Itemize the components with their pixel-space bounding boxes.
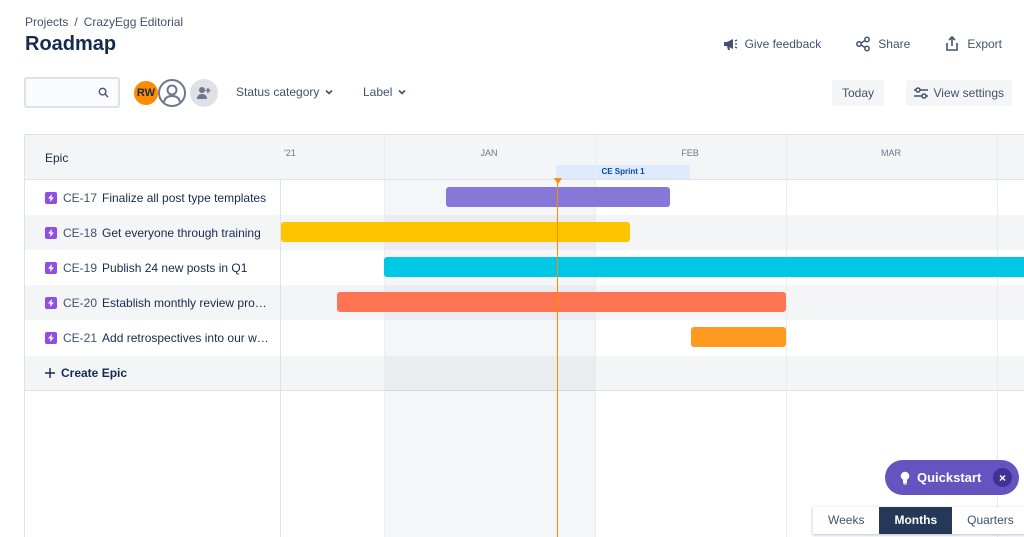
create-epic-label: Create Epic [61, 366, 128, 380]
breadcrumb-projects[interactable]: Projects [25, 15, 69, 29]
quickstart-label: Quickstart [917, 470, 982, 485]
month-divider [595, 135, 596, 537]
epic-key: CE-18 [63, 225, 98, 240]
epic-bar[interactable] [337, 292, 786, 312]
give-feedback-label: Give feedback [744, 37, 822, 51]
epic-lightning-icon [45, 331, 57, 344]
export-icon [946, 36, 959, 51]
add-people-button[interactable] [190, 79, 218, 107]
epic-bar[interactable] [446, 187, 670, 207]
today-marker-icon [554, 178, 562, 184]
epic-bar[interactable] [384, 257, 1024, 277]
sliders-icon [913, 87, 928, 99]
month-divider [997, 135, 998, 537]
today-button[interactable]: Today [831, 80, 884, 106]
epic-key: CE-17 [63, 190, 98, 205]
view-settings-button[interactable]: View settings [905, 80, 1012, 106]
epic-row[interactable]: CE-18 Get everyone through training [25, 215, 281, 250]
toolbar: RW Status category Label Today View sett… [24, 77, 1012, 108]
breadcrumb-project[interactable]: CrazyEgg Editorial [83, 15, 184, 29]
create-epic-row: Create Epic [25, 356, 1024, 391]
epic-row[interactable]: CE-20 Establish monthly review process [25, 285, 281, 320]
zoom-months-button[interactable]: Months [879, 507, 953, 534]
month-label: FEB [681, 148, 699, 158]
add-person-icon [197, 87, 211, 99]
lightbulb-icon [900, 471, 910, 485]
user-icon [163, 84, 181, 103]
epic-lightning-icon [45, 296, 57, 309]
search-icon [98, 87, 109, 98]
epic-sidebar: Epic CE-17 Finalize all post type templa… [25, 135, 281, 537]
page-title: Roadmap [25, 33, 117, 55]
header-actions: Give feedback Share Export [722, 36, 1002, 52]
epic-key: CE-20 [63, 295, 98, 310]
month-label: MAR [881, 148, 901, 158]
epic-bar[interactable] [281, 222, 630, 242]
epic-name: Get everyone through training [102, 225, 261, 240]
breadcrumb: Projects / CrazyEgg Editorial [25, 15, 183, 29]
epic-header-label: Epic [45, 151, 69, 165]
epic-name: Establish monthly review process [102, 295, 273, 310]
quickstart-button[interactable]: Quickstart × [885, 460, 1019, 495]
status-category-label: Status category [236, 85, 320, 99]
timeline: '21 JAN FEB MAR CE Sprint 1 [281, 135, 1024, 537]
megaphone-icon [723, 39, 737, 50]
export-button[interactable]: Export [944, 36, 1002, 52]
avatar-rw[interactable]: RW [132, 79, 160, 107]
epic-key: CE-19 [63, 260, 98, 275]
timeline-header: '21 JAN FEB MAR CE Sprint 1 [281, 135, 1024, 180]
share-label: Share [878, 37, 911, 51]
epic-row[interactable]: CE-17 Finalize all post type templates [25, 180, 281, 215]
month-label: JAN [480, 148, 498, 158]
sprint-marker[interactable]: CE Sprint 1 [556, 165, 690, 179]
label-filter-label: Label [363, 85, 393, 99]
search-box[interactable] [24, 77, 120, 108]
create-epic-button[interactable]: Create Epic [45, 366, 127, 380]
give-feedback-button[interactable]: Give feedback [722, 36, 822, 52]
epic-name: Finalize all post type templates [102, 190, 267, 205]
share-button[interactable]: Share [855, 36, 910, 52]
export-label: Export [967, 37, 1002, 51]
epic-column-header: Epic [25, 135, 281, 180]
share-icon [856, 36, 871, 52]
timeline-zoom-switcher: Weeks Months Quarters [813, 507, 1024, 534]
zoom-weeks-button[interactable]: Weeks [828, 513, 865, 527]
epic-name: Publish 24 new posts in Q1 [102, 260, 248, 275]
epic-lightning-icon [45, 261, 57, 274]
epic-key: CE-21 [63, 330, 98, 345]
epic-row[interactable]: CE-21 Add retrospectives into our writin… [25, 320, 281, 355]
month-divider [384, 135, 385, 537]
breadcrumb-separator: / [74, 15, 78, 29]
status-category-dropdown[interactable]: Status category [236, 85, 333, 99]
chevron-down-icon [325, 89, 333, 95]
epic-name: Add retrospectives into our writin... [102, 330, 273, 345]
epic-lightning-icon [45, 226, 57, 239]
epic-lightning-icon [45, 191, 57, 204]
close-icon[interactable]: × [993, 468, 1012, 487]
today-line [557, 180, 558, 537]
epic-bar[interactable] [691, 327, 786, 347]
chevron-down-icon [398, 89, 406, 95]
plus-icon [45, 368, 55, 378]
view-settings-label: View settings [933, 86, 1004, 100]
roadmap: Create Epic '21 JAN FEB MAR CE Sprint 1 … [24, 134, 1024, 537]
avatar-user[interactable] [158, 79, 186, 107]
epic-row[interactable]: CE-19 Publish 24 new posts in Q1 [25, 250, 281, 285]
month-divider [786, 135, 787, 537]
label-dropdown[interactable]: Label [363, 85, 406, 99]
zoom-quarters-button[interactable]: Quarters [967, 513, 1014, 527]
month-label: '21 [284, 148, 296, 158]
search-input[interactable] [32, 79, 102, 106]
